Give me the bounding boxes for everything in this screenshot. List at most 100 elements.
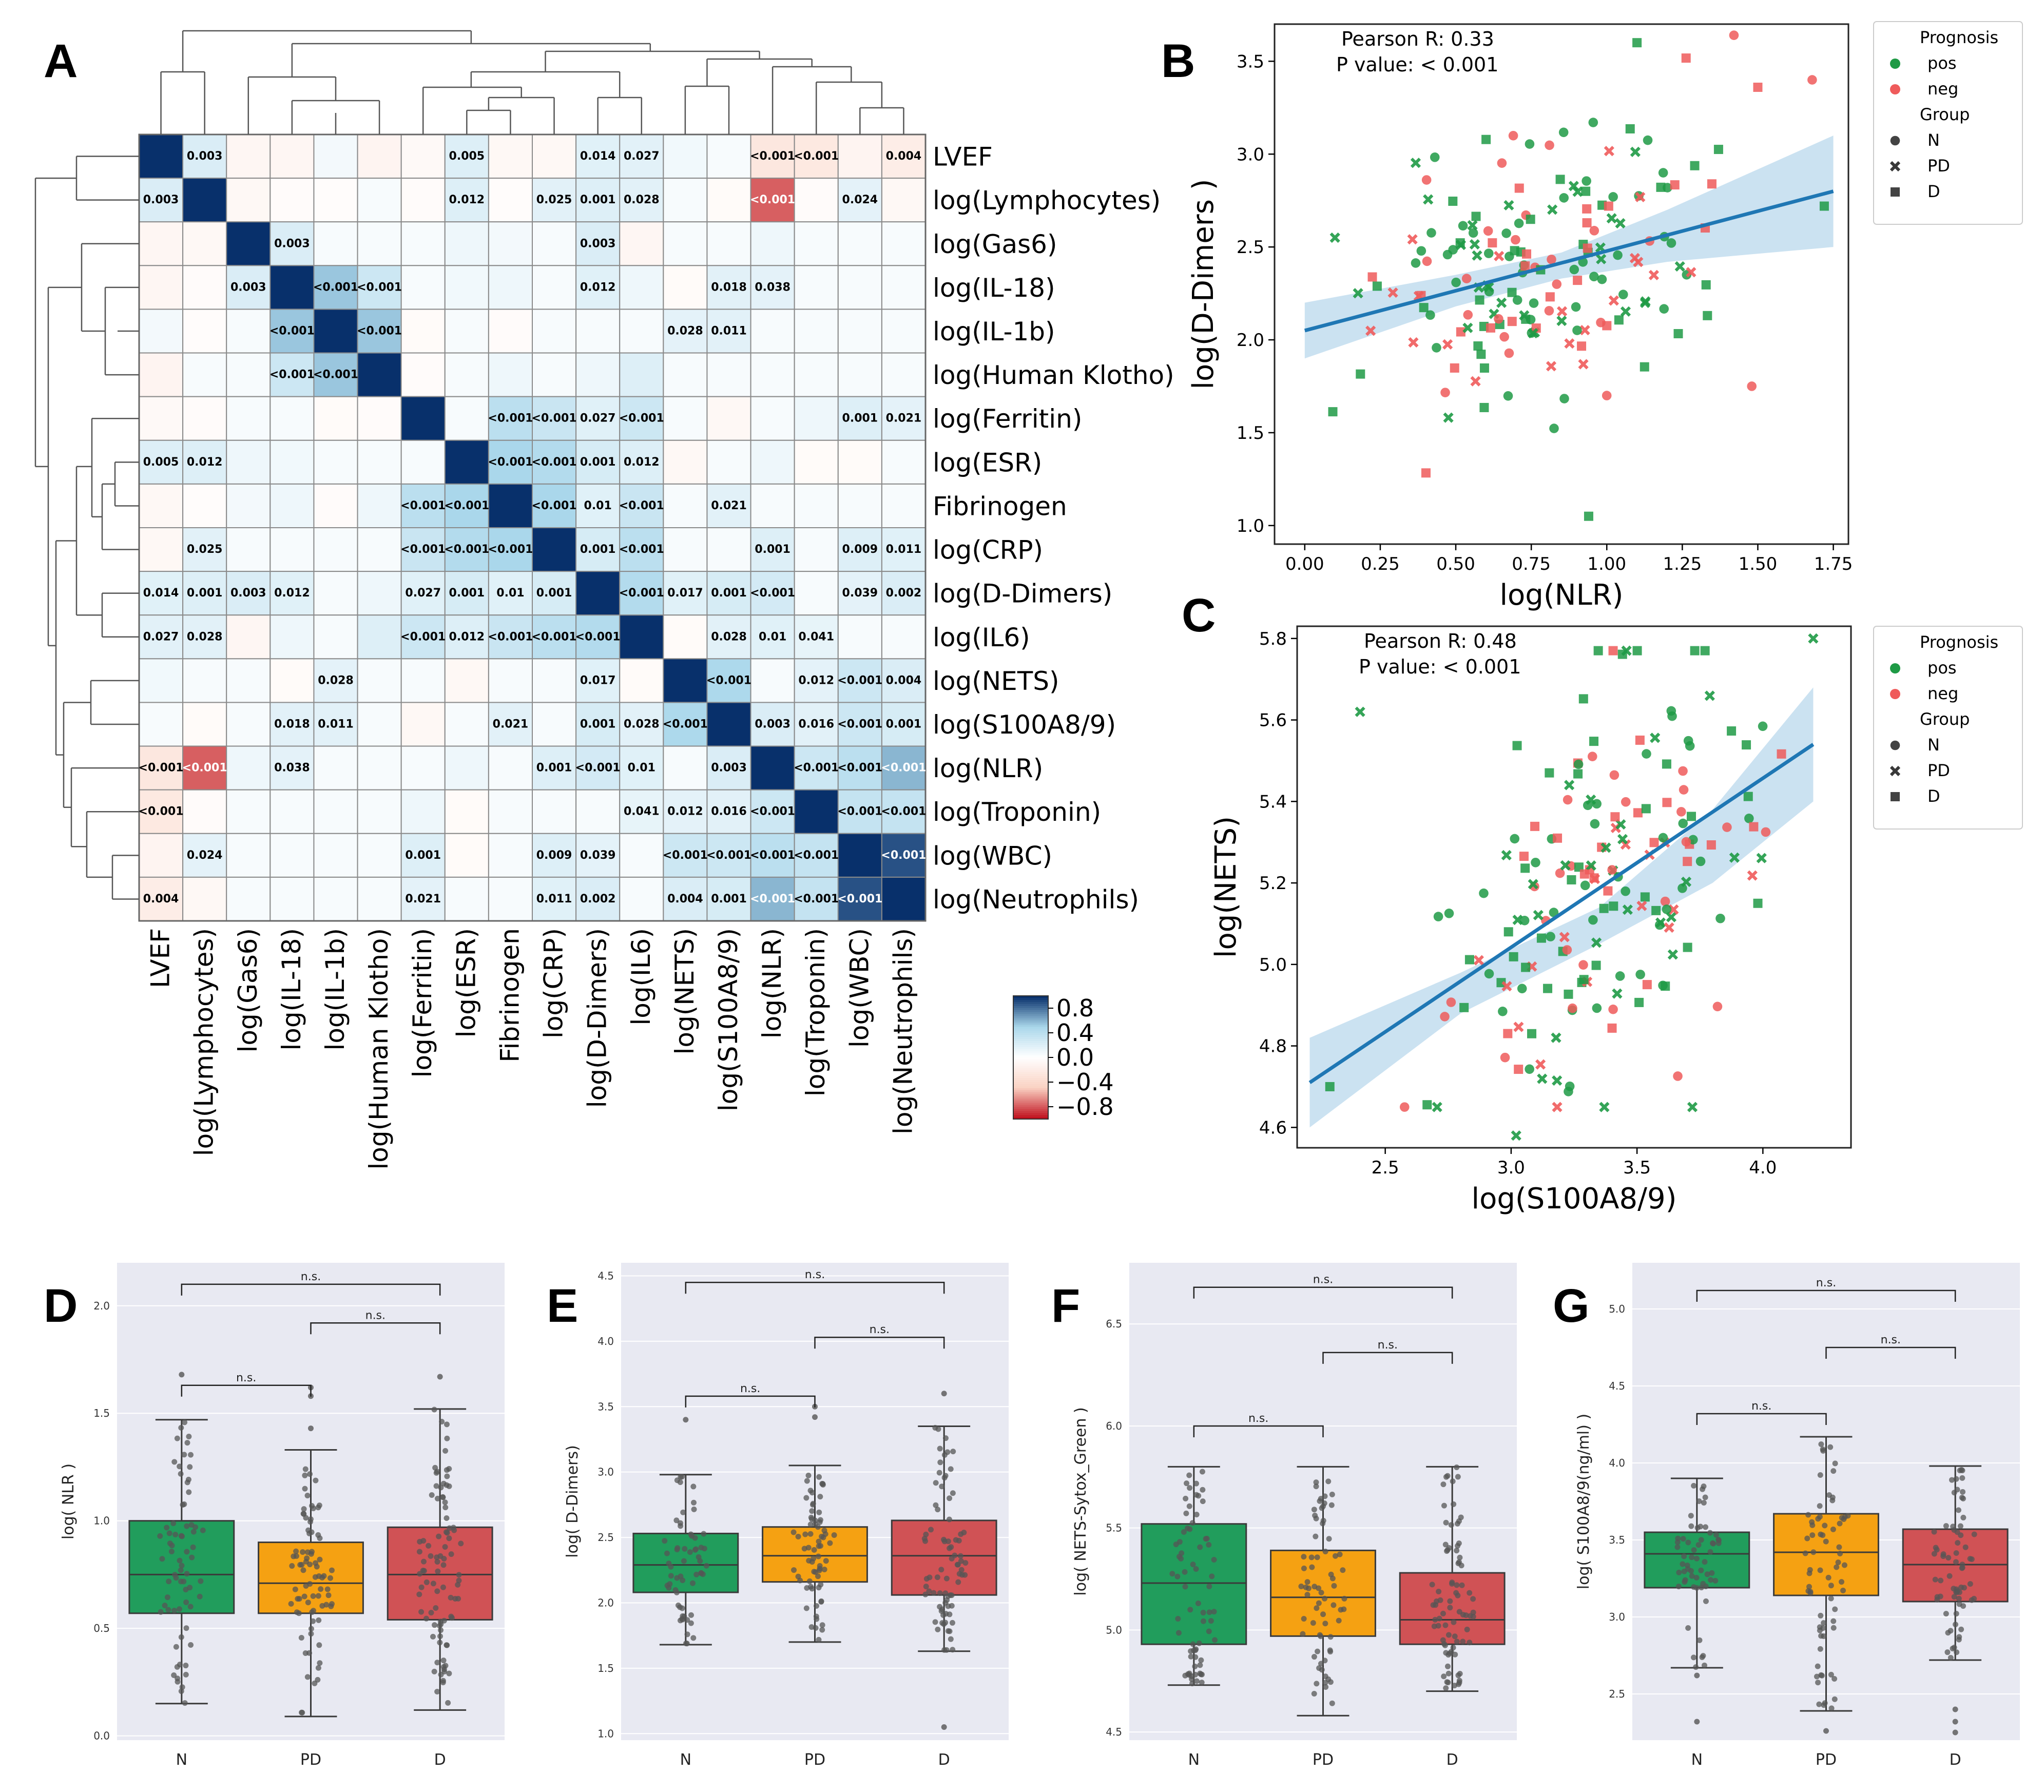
heatmap-p-value: 0.041 xyxy=(798,630,834,643)
heatmap-cell-r7-c0 xyxy=(139,439,184,485)
scatter-point xyxy=(1599,903,1609,913)
heatmap-p-value: 0.012 xyxy=(798,674,834,687)
category-label: D xyxy=(938,1751,950,1769)
heatmap-cell-r9-c15 xyxy=(794,527,839,572)
scatter-point xyxy=(1546,361,1557,372)
swarm-point xyxy=(181,1578,187,1585)
scatter-point xyxy=(1421,175,1432,185)
swarm-point xyxy=(305,1600,311,1606)
colorbar-tick-label: 0.4 xyxy=(1056,1019,1094,1047)
heatmap-cell-r16-c9 xyxy=(532,833,577,878)
swarm-point xyxy=(451,1527,457,1533)
panel-e-boxplot: 1.01.52.02.53.03.54.04.5N PD Dn.s.n.s.n.s.… xyxy=(564,1263,1009,1769)
heatmap-cell-r6-c6 xyxy=(400,396,446,441)
swarm-point xyxy=(1444,1679,1450,1685)
swarm-point xyxy=(1703,1583,1709,1589)
scatter-point xyxy=(1596,318,1606,327)
swarm-point xyxy=(1958,1626,1964,1632)
swarm-point xyxy=(1953,1550,1959,1556)
scatter-point xyxy=(1559,193,1569,203)
significance-label: n.s. xyxy=(1816,1277,1836,1289)
swarm-point xyxy=(446,1483,452,1489)
scatter-point xyxy=(1579,869,1589,879)
scatter-point xyxy=(1579,325,1590,336)
heatmap-cell-r0-c15 xyxy=(794,134,839,179)
y-tick-label: 6.5 xyxy=(1106,1318,1122,1330)
swarm-point xyxy=(1967,1581,1973,1587)
scatter-point xyxy=(1761,827,1771,837)
swarm-point xyxy=(954,1562,960,1568)
scatter-point xyxy=(1592,1003,1602,1013)
scatter-point xyxy=(1546,932,1555,941)
scatter-point xyxy=(1586,794,1596,805)
swarm-point xyxy=(177,1557,183,1564)
scatter-point xyxy=(1579,975,1589,985)
scatter-point xyxy=(1558,127,1569,138)
colorbar-swatch xyxy=(1013,1092,1048,1095)
heatmap-p-value: <0.001 xyxy=(837,674,882,687)
y-axis-label: log( NETS-Sytox_Green ) xyxy=(1072,1407,1090,1595)
heatmap-cell-r13-c9 xyxy=(532,702,577,747)
swarm-point xyxy=(305,1527,312,1533)
significance-label: n.s. xyxy=(301,1270,321,1283)
scatter-point xyxy=(1526,315,1536,324)
heatmap-cell-r6-c1 xyxy=(182,396,227,441)
heatmap-cell-r2-c0 xyxy=(139,221,184,266)
swarm-point xyxy=(790,1529,797,1535)
y-tick-label: 1.5 xyxy=(1237,423,1264,444)
colorbar-swatch xyxy=(1013,1043,1048,1046)
heatmap-cell-r16-c15 xyxy=(794,833,839,878)
significance-bracket xyxy=(685,1395,816,1408)
swarm-point xyxy=(1340,1567,1346,1573)
swarm-point xyxy=(1313,1483,1319,1490)
swarm-point xyxy=(1953,1476,1959,1482)
swarm-point xyxy=(942,1473,949,1479)
colorbar-swatch xyxy=(1013,1059,1048,1062)
scatter-point xyxy=(1563,795,1573,805)
scatter-point xyxy=(1422,1100,1432,1110)
x-tick-label: 0.25 xyxy=(1361,554,1400,574)
colorbar-swatch xyxy=(1013,1111,1048,1113)
swarm-point xyxy=(1959,1565,1965,1571)
swarm-point xyxy=(939,1483,945,1490)
x-tick-label: 3.0 xyxy=(1497,1158,1525,1178)
heatmap-p-value: 0.014 xyxy=(580,150,616,163)
swarm-point xyxy=(688,1612,694,1618)
swarm-point xyxy=(1320,1611,1326,1617)
heatmap-cell-r15-c17 xyxy=(881,789,927,834)
swarm-point xyxy=(948,1636,954,1642)
swarm-point xyxy=(1701,1662,1707,1668)
scatter-point xyxy=(1667,949,1679,960)
scatter-point xyxy=(1440,388,1450,397)
heatmap-cell-r3-c0 xyxy=(139,265,184,310)
swarm-point xyxy=(1707,1549,1713,1555)
scatter-point xyxy=(1577,341,1587,351)
scatter-point xyxy=(1514,1065,1524,1074)
swarm-point xyxy=(313,1477,319,1483)
heatmap-cell-r6-c16 xyxy=(837,396,882,441)
swarm-point xyxy=(1830,1625,1837,1631)
heatmap-cell-r4-c2 xyxy=(226,309,271,354)
legend-item-neg: neg xyxy=(1927,79,1958,99)
heatmap-p-value: 0.001 xyxy=(187,587,223,600)
confidence-band xyxy=(1304,136,1834,359)
swarm-point xyxy=(1826,1492,1833,1498)
swarm-point xyxy=(688,1531,694,1537)
heatmap-cell-r12-c14 xyxy=(750,658,795,703)
heatmap-cell-r10-c2 xyxy=(226,571,271,616)
swarm-point xyxy=(177,1606,183,1612)
swarm-point xyxy=(928,1527,934,1533)
heatmap-cell-r13-c1 xyxy=(182,702,227,747)
heatmap-cell-r15-c12 xyxy=(663,789,708,834)
heatmap-cell-r0-c5 xyxy=(357,134,402,179)
swarm-point xyxy=(1816,1701,1822,1707)
swarm-point xyxy=(803,1605,809,1611)
colorbar-swatch xyxy=(1013,998,1048,1000)
swarm-point xyxy=(1182,1569,1188,1575)
scatter-point xyxy=(1683,857,1692,866)
heatmap-cell-r13-c8 xyxy=(488,702,533,747)
swarm-point xyxy=(962,1572,968,1578)
swarm-point xyxy=(1322,1621,1328,1627)
scatter-point xyxy=(1527,1029,1537,1038)
heatmap-cell-r15-c9 xyxy=(532,789,577,834)
